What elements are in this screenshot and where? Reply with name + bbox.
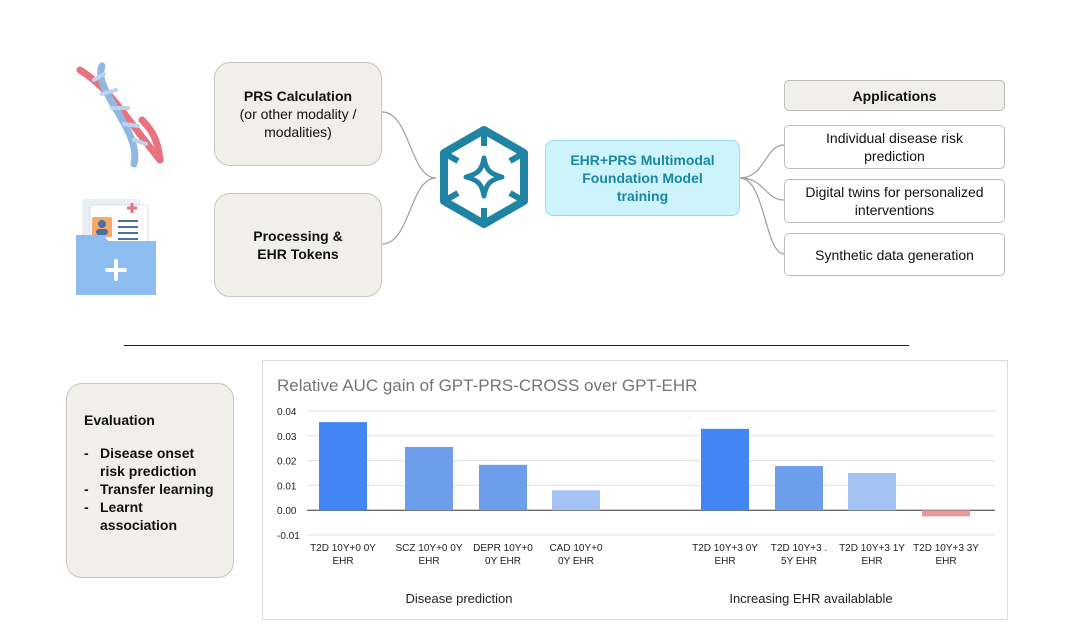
- y-tick-label: 0.03: [277, 432, 297, 443]
- evaluation-title: Evaluation: [84, 412, 155, 428]
- section-divider: [124, 345, 909, 346]
- chart-container: Relative AUC gain of GPT-PRS-CROSS over …: [262, 360, 1008, 620]
- x-tick-label: 0Y EHR: [558, 556, 594, 567]
- chart-title: Relative AUC gain of GPT-PRS-CROSS over …: [277, 376, 697, 395]
- chart-bar: [552, 490, 600, 511]
- x-tick-label: T2D 10Y+0 0Y: [310, 543, 376, 554]
- x-tick-label: 5Y EHR: [781, 556, 817, 567]
- chart-bar: [848, 473, 896, 511]
- application-item-label: Synthetic data generation: [815, 246, 974, 263]
- application-item: Individual disease risk prediction: [784, 125, 1005, 169]
- x-tick-label: EHR: [418, 556, 439, 567]
- x-tick-label: EHR: [714, 556, 735, 567]
- evaluation-item: - Learnt association: [84, 499, 178, 533]
- y-tick-label: -0.01: [277, 531, 300, 542]
- model-box-label: EHR+PRS Multimodal Foundation Model trai…: [570, 152, 715, 204]
- connector-lines: [381, 111, 785, 255]
- dna-icon: [72, 60, 168, 168]
- x-tick-label: T2D 10Y+3 .: [771, 543, 827, 554]
- y-tick-label: 0.02: [277, 457, 297, 468]
- ehr-tokens-box: Processing & EHR Tokens: [214, 193, 382, 297]
- x-tick-label: SCZ 10Y+0 0Y: [396, 543, 463, 554]
- evaluation-item: - Transfer learning: [84, 481, 214, 497]
- application-item: Digital twins for personalized intervent…: [784, 179, 1005, 223]
- group-label: Disease prediction: [406, 591, 513, 606]
- application-item-label: Individual disease risk prediction: [826, 130, 963, 164]
- x-tick-label: EHR: [861, 556, 882, 567]
- x-tick-label: CAD 10Y+0: [549, 543, 603, 554]
- applications-header: Applications: [784, 80, 1005, 111]
- prs-calculation-box: PRS Calculation (or other modality / mod…: [214, 62, 382, 166]
- x-tick-label: EHR: [935, 556, 956, 567]
- x-tick-label: T2D 10Y+3 3Y: [913, 543, 979, 554]
- evaluation-list: - Disease onset risk prediction - Transfer…: [84, 444, 217, 534]
- prs-box-subtitle: (or other modality / modalities): [239, 106, 357, 140]
- chart-bar: [405, 446, 453, 511]
- application-item-label: Digital twins for personalized intervent…: [805, 184, 984, 218]
- chart-bar: [775, 466, 823, 511]
- evaluation-box: Evaluation - Disease onset risk predictio…: [66, 383, 234, 578]
- y-tick-label: 0.00: [277, 506, 297, 517]
- y-tick-label: 0.01: [277, 481, 297, 492]
- evaluation-item: - Disease onset risk prediction: [84, 445, 197, 479]
- x-tick-label: T2D 10Y+3 1Y: [839, 543, 905, 554]
- applications-header-label: Applications: [852, 87, 937, 104]
- x-tick-label: T2D 10Y+3 0Y: [692, 543, 758, 554]
- chart-bar: [922, 510, 970, 517]
- x-tick-label: EHR: [332, 556, 353, 567]
- ehr-box-title: Processing & EHR Tokens: [253, 228, 343, 262]
- multimodal-model-box: EHR+PRS Multimodal Foundation Model trai…: [545, 140, 740, 216]
- application-item: Synthetic data generation: [784, 233, 1005, 276]
- x-tick-label: DEPR 10Y+0: [473, 543, 533, 554]
- chart-bar: [479, 464, 527, 511]
- x-tick-label: 0Y EHR: [485, 556, 521, 567]
- prs-box-title: PRS Calculation: [243, 88, 353, 104]
- foundation-model-cube-icon: [436, 124, 532, 230]
- chart-bar: [701, 428, 749, 511]
- y-tick-label: 0.04: [277, 407, 297, 418]
- auc-gain-bar-chart: Relative AUC gain of GPT-PRS-CROSS over …: [277, 376, 995, 606]
- chart-bar: [319, 422, 367, 511]
- medical-folder-icon: [74, 195, 158, 297]
- group-label: Increasing EHR availablable: [729, 591, 892, 606]
